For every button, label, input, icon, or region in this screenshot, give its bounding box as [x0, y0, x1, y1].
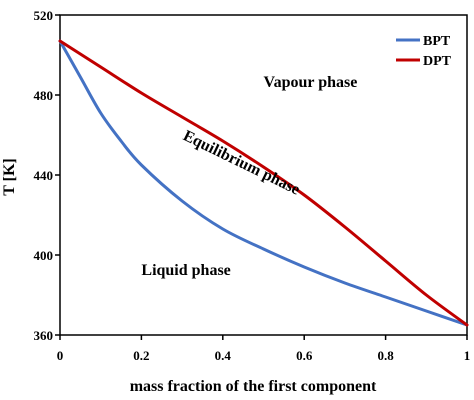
y-tick-label: 480 — [34, 88, 54, 103]
x-axis-title: mass fraction of the first component — [130, 378, 377, 395]
y-tick-label: 400 — [34, 248, 54, 263]
y-tick-label: 520 — [34, 8, 54, 23]
x-tick-label: 1 — [464, 348, 471, 363]
x-tick-label: 0.8 — [377, 348, 394, 363]
series-line-dpt — [58, 39, 469, 327]
legend-label-dpt: DPT — [423, 54, 452, 69]
x-tick-label: 0 — [57, 348, 64, 363]
x-tick-label: 0.6 — [296, 348, 313, 363]
annotation-layer: Vapour phase Equilibrium phase Liquid phas… — [141, 74, 357, 279]
legend: BPT DPT — [396, 34, 452, 69]
x-tick-label: 0.2 — [133, 348, 149, 363]
y-tick-label: 440 — [34, 168, 54, 183]
x-tick-label: 0.4 — [215, 348, 232, 363]
annotation-equilibrium-phase: Equilibrium phase — [180, 127, 302, 198]
axes: 360 400 440 480 520 0 0.2 0.4 0.6 0.8 1 — [34, 8, 471, 363]
y-tick-label: 360 — [34, 328, 54, 343]
annotation-liquid-phase: Liquid phase — [141, 262, 230, 279]
legend-label-bpt: BPT — [423, 34, 451, 49]
y-axis-title: T [K] — [1, 158, 18, 195]
series-layer — [58, 39, 469, 327]
annotation-vapour-phase: Vapour phase — [264, 74, 358, 91]
series-line-bpt — [58, 39, 469, 327]
